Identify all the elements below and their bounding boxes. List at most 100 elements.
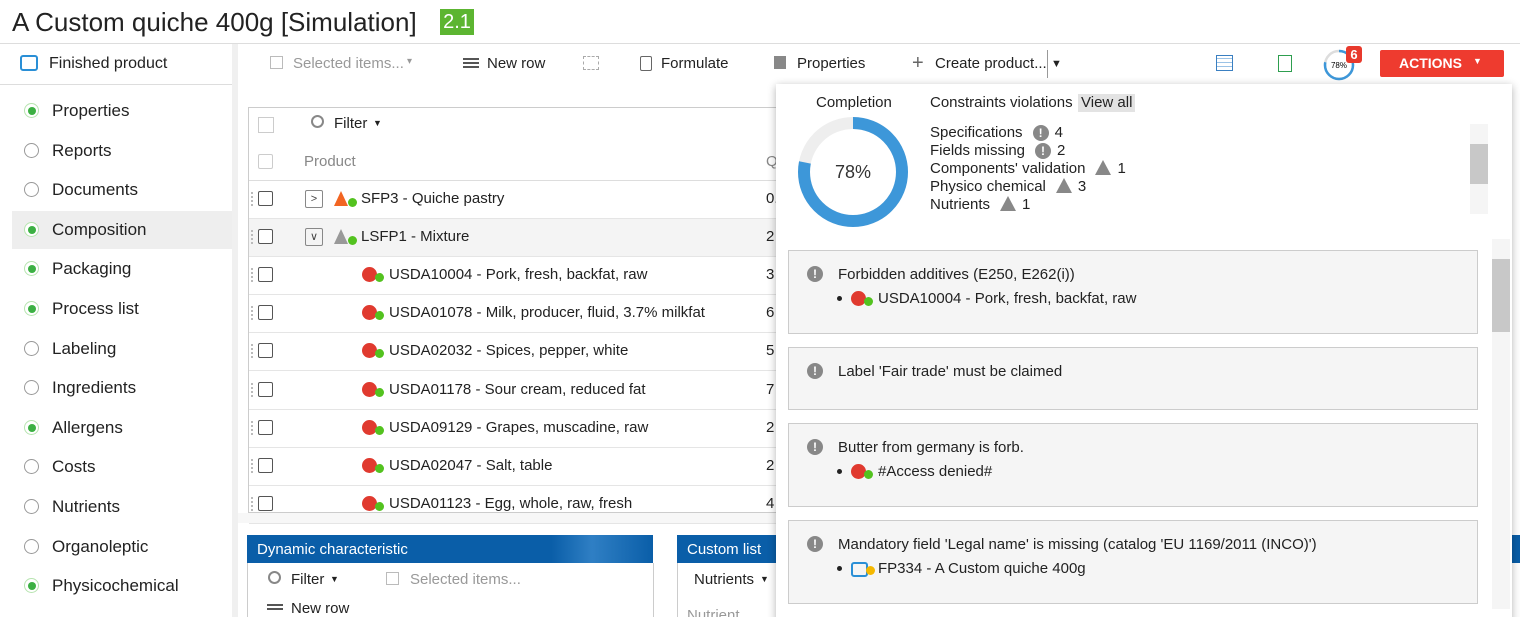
row-line [249,370,789,372]
checkbox[interactable] [258,191,273,206]
constraint-name[interactable]: Nutrients [930,196,991,213]
toolbar-button[interactable]: Selected items... [293,55,404,72]
error-icon: ! [1035,143,1052,159]
sidebar-item[interactable]: Nutrients [52,497,121,516]
error-icon: ! [807,363,823,379]
sidebar-item[interactable]: Reports [52,140,112,160]
message-item[interactable]: #Access denied# [878,463,993,480]
list-select[interactable]: Nutrients [694,571,755,588]
sidebar-item[interactable]: Labeling [52,338,117,358]
checkbox[interactable] [258,419,273,435]
quantity: 3 [766,266,775,284]
sidebar-item[interactable]: Costs [52,457,96,477]
drag-handle [251,458,255,473]
icon[interactable] [1278,55,1292,72]
progress [798,117,908,227]
status-ring [24,538,39,554]
product-name: LSFP1 - Mixture [361,228,470,246]
constraints-title: Constraints violations [930,94,1073,111]
product-icon [362,267,377,283]
caret: ▼ [330,574,339,584]
caret: ▾ [407,56,413,67]
quantity: 5 [766,342,775,360]
sidebar-item[interactable]: Composition [52,219,147,239]
drag-handle [251,344,255,359]
constraint-name[interactable]: Specifications [930,124,1023,141]
column-header: Nutrient [687,607,740,617]
icon [270,56,283,69]
caret: ▼ [1473,56,1482,66]
sidebar-item[interactable]: Packaging [52,259,132,279]
sidebar-item[interactable]: Organoleptic [52,536,149,556]
search-icon [268,571,281,584]
status-dot [28,225,36,234]
checkbox[interactable] [258,343,273,359]
caret: ▼ [1051,58,1062,70]
constraint-name[interactable]: Fields missing [930,142,1026,159]
toolbar-button[interactable]: Create product... [935,55,1047,72]
view-all[interactable]: View all [1078,94,1136,112]
actions-button[interactable]: ACTIONS ▼ [1380,50,1504,77]
status-dot [28,423,36,432]
checkbox[interactable] [258,495,273,511]
sidebar-item[interactable]: Ingredients [52,378,137,398]
sidebar-item[interactable]: Allergens [52,417,123,437]
scroll-thumb [1470,144,1488,184]
progress [1323,49,1355,81]
checkbox[interactable] [258,267,273,283]
icon [463,58,479,60]
scroll-thumb [1492,259,1510,332]
version-badge: 2.1 [440,9,474,35]
status-dot [375,311,384,321]
product-icon [362,419,377,435]
checkbox[interactable] [258,229,273,245]
actions-label: ACTIONS [1399,55,1462,71]
product-icon [362,381,377,397]
row-highlight [249,219,789,257]
status-dot [375,501,384,511]
filter-button[interactable]: Filter [291,571,325,588]
checkbox[interactable] [258,457,273,473]
message-item[interactable]: USDA10004 - Pork, fresh, backfat, raw [878,290,1137,307]
status-dot [348,236,357,246]
column-header: Q [766,153,778,170]
product-name: USDA02032 - Spices, pepper, white [389,342,629,360]
message-item[interactable]: FP334 - A Custom quiche 400g [878,560,1086,577]
search-icon [311,115,324,128]
constraint-count: 1 [1117,160,1126,177]
constraint-name[interactable]: Components' validation [930,160,1086,177]
quantity: 7 [766,380,775,398]
toolbar-button[interactable]: Properties [797,55,866,72]
caret: ▼ [373,118,382,128]
message-text: Forbidden additives (E250, E262(i)) [838,266,1075,283]
completion-mini[interactable]: 78% [1319,45,1359,85]
status-dot [866,566,875,575]
warning-icon [1095,160,1112,175]
product-icon [362,305,377,321]
toolbar-button[interactable]: Formulate [661,55,729,72]
sidebar-item[interactable]: Properties [52,101,130,120]
icon[interactable] [1216,55,1233,71]
filter-button[interactable]: Filter [334,115,368,132]
new-row[interactable]: New row [291,600,350,617]
expander[interactable]: > [305,190,323,208]
constraint-name[interactable]: Physico chemical [930,178,1046,195]
row-line [249,256,789,258]
completion-mini-label: 78% [1331,61,1347,70]
drag-handle [251,496,255,511]
toolbar-button[interactable]: New row [487,55,546,72]
sidebar-item[interactable]: Process list [52,299,139,318]
sidebar-item[interactable]: Physicochemical [52,576,179,596]
sidebar-item[interactable]: Documents [52,180,138,200]
expander[interactable]: ∨ [305,228,323,247]
product-name: SFP3 - Quiche pastry [361,190,505,207]
checkbox[interactable] [258,381,273,397]
checkbox[interactable] [258,154,273,169]
icon [583,56,599,70]
selected-items[interactable]: Selected items... [410,571,521,588]
error-icon: ! [807,536,823,552]
product-name: USDA01078 - Milk, producer, fluid, 3.7% … [389,304,705,322]
row-line [249,294,789,296]
constraint-count: 1 [1022,196,1031,213]
checkbox[interactable] [258,305,273,321]
